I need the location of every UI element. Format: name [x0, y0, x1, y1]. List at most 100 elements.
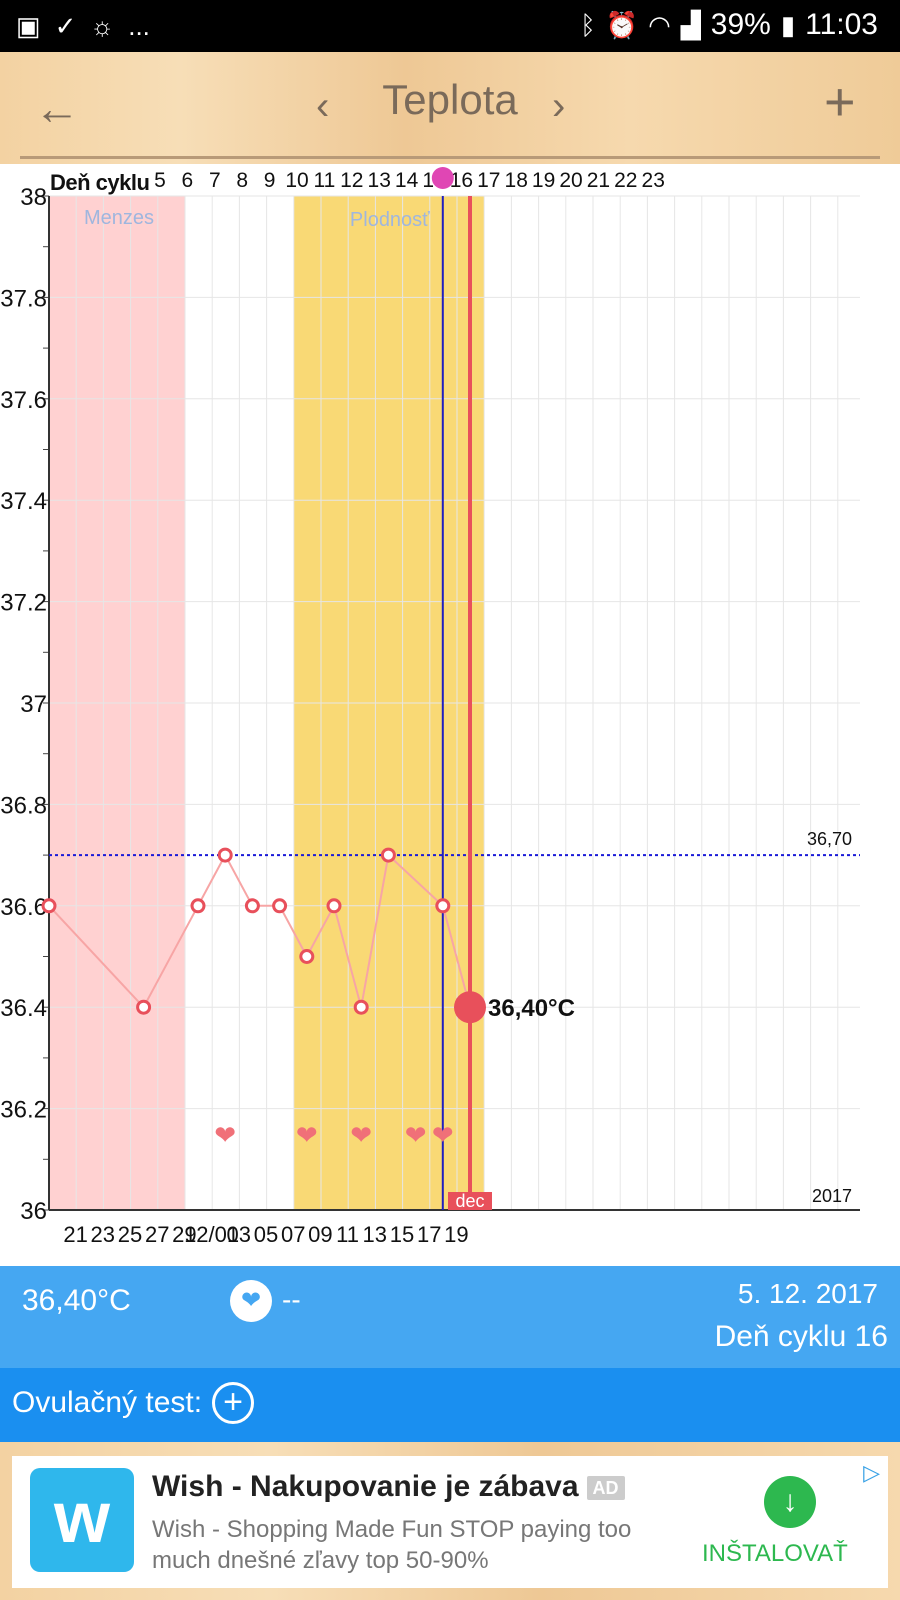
alarm-icon: ⏰ — [605, 9, 639, 40]
x-tick-label: 25 — [118, 1222, 142, 1247]
x-tick-label: 09 — [308, 1222, 332, 1247]
ad-description[interactable]: Wish - Shopping Made Fun STOP paying too… — [152, 1516, 632, 1574]
intercourse-heart-icon: ❤ — [432, 1121, 454, 1151]
cycle-day-number: 21 — [587, 169, 610, 192]
temperature-point — [41, 898, 57, 914]
x-tick-label: 11 — [336, 1222, 359, 1247]
x-tick-label: 27 — [145, 1222, 169, 1247]
adchoices-icon[interactable]: ▷ — [863, 1460, 880, 1485]
selected-cycle-day: Deň cyklu 16 — [714, 1320, 888, 1353]
x-tick-label: 07 — [281, 1222, 305, 1247]
fertile-label: Plodnosť — [350, 209, 430, 231]
intercourse-heart-icon: ❤ — [405, 1121, 427, 1151]
cycle-day-number: 19 — [532, 169, 555, 192]
y-tick-label: 36.8 — [0, 792, 47, 819]
y-tick-label: 36.4 — [0, 995, 47, 1022]
header-divider — [20, 156, 880, 159]
ad-badge: AD — [586, 1476, 625, 1501]
temperature-point — [326, 898, 342, 914]
cycle-day-label: Deň cyklu — [50, 170, 150, 195]
y-tick-label: 37.2 — [0, 590, 47, 617]
cycle-day-number: 16 — [450, 169, 473, 192]
cycle-day-number: 8 — [236, 169, 248, 192]
temperature-point — [299, 949, 315, 964]
cycle-day-number: 17 — [477, 169, 500, 192]
intercourse-heart-icon: ❤ — [350, 1121, 372, 1151]
cycle-day-number: 22 — [614, 169, 637, 192]
temperature-point — [217, 847, 233, 863]
install-button[interactable]: INŠTALOVAŤ — [702, 1540, 848, 1567]
ovulation-test-label: Ovulačný test: — [12, 1386, 203, 1419]
x-tick-label: 23 — [91, 1222, 115, 1247]
notification-icons: ▣ ✓ ☼ ... — [16, 10, 150, 42]
ad-card[interactable]: w Wish - Nakupovanie je zábava AD Wish - … — [12, 1456, 888, 1588]
heart-icon[interactable]: ❤ — [230, 1280, 272, 1322]
cycle-day-number: 18 — [505, 169, 528, 192]
app-header: ← ‹ Teplota › + — [0, 52, 900, 164]
cycle-day-number: 14 — [395, 169, 419, 192]
y-tick-label: 37.6 — [0, 387, 47, 414]
weather-icon: ☼ — [90, 11, 115, 41]
x-tick-label: 13 — [363, 1222, 387, 1247]
more-notifications: ... — [128, 11, 150, 41]
cycle-day-number: 12 — [340, 169, 363, 192]
year-label: 2017 — [812, 1186, 852, 1206]
temperature-point — [244, 898, 260, 914]
menses-label: Menzes — [84, 207, 154, 229]
battery-percent: 39% — [710, 8, 771, 41]
cycle-day-number: 7 — [209, 169, 221, 192]
x-tick-label: 15 — [390, 1222, 414, 1247]
month-label: dec — [455, 1191, 484, 1211]
check-icon: ✓ — [54, 11, 77, 41]
intercourse-heart-icon: ❤ — [296, 1121, 318, 1151]
ad-banner-area: w Wish - Nakupovanie je zábava AD Wish - … — [0, 1442, 900, 1600]
x-tick-label: 17 — [417, 1222, 441, 1247]
x-tick-label: 19 — [444, 1222, 468, 1247]
signal-icon: ▟ — [680, 9, 701, 40]
wifi-icon: ◠ — [648, 9, 671, 40]
y-tick-label: 37.4 — [0, 488, 47, 515]
x-tick-label: 29 — [172, 1222, 196, 1247]
clock: 11:03 — [805, 8, 878, 41]
month-badge — [448, 1192, 492, 1210]
temperature-line — [48, 852, 471, 1009]
temperature-point — [272, 898, 288, 914]
ad-title[interactable]: Wish - Nakupovanie je zábava AD — [152, 1470, 625, 1504]
wish-logo-icon[interactable]: w — [30, 1468, 134, 1572]
y-tick-label: 38 — [20, 184, 47, 211]
temperature-chart[interactable]: 36 36.2 36.4 36.6 36.8 37 37.2 37.4 37.6 37.8 38 21… — [0, 164, 900, 1266]
page-title: Teplota — [382, 76, 518, 123]
temperature-point — [190, 898, 206, 914]
plus-circle-icon[interactable]: + — [212, 1382, 254, 1424]
system-icons: ᛒ ⏰ ◠ ▟ 39% ▮ 11:03 — [580, 8, 878, 42]
y-tick-label: 36 — [20, 1198, 47, 1225]
next-chevron-icon[interactable]: › — [552, 84, 566, 128]
ovulation-marker — [431, 167, 454, 189]
ad-title-text[interactable]: Wish - Nakupovanie je zábava — [152, 1470, 579, 1503]
y-tick-label: 36.2 — [0, 1097, 47, 1124]
cycle-day-number: 6 — [182, 169, 194, 192]
x-tick-label: 12/01 — [184, 1222, 239, 1247]
add-icon[interactable]: + — [824, 72, 856, 132]
cycle-day-number: 5 — [154, 169, 166, 192]
selected-temperature: 36,40°C — [22, 1284, 131, 1317]
x-tick-label: 03 — [227, 1222, 251, 1247]
previous-chevron-icon[interactable]: ‹ — [316, 84, 330, 128]
cycle-day-number: 20 — [559, 169, 582, 192]
selected-temperature-point — [454, 991, 486, 1024]
back-arrow-icon[interactable]: ← — [34, 82, 80, 134]
y-tick-label: 37 — [20, 691, 47, 718]
cycle-day-number: 13 — [368, 169, 391, 192]
cycle-day-number: 9 — [264, 169, 276, 192]
selected-temperature-label: 36,40°C — [488, 995, 575, 1022]
selected-date: 5. 12. 2017 — [737, 1278, 878, 1309]
cycle-day-number: 23 — [642, 169, 665, 192]
y-tick-label: 37.8 — [0, 285, 47, 312]
selected-day-info: 36,40°C ❤ -- 5. 12. 2017 Deň cyklu 16 — [0, 1266, 900, 1368]
chart-canvas[interactable]: 36 36.2 36.4 36.6 36.8 37 37.2 37.4 37.6 37.8 38 21… — [0, 164, 900, 1266]
cycle-day-number: 10 — [285, 169, 308, 192]
download-icon[interactable]: ↓ — [764, 1476, 816, 1528]
facebook-icon: ▣ — [16, 11, 41, 41]
bluetooth-icon: ᛒ — [580, 9, 596, 40]
ovulation-test-bar: Ovulačný test: + — [0, 1368, 900, 1442]
